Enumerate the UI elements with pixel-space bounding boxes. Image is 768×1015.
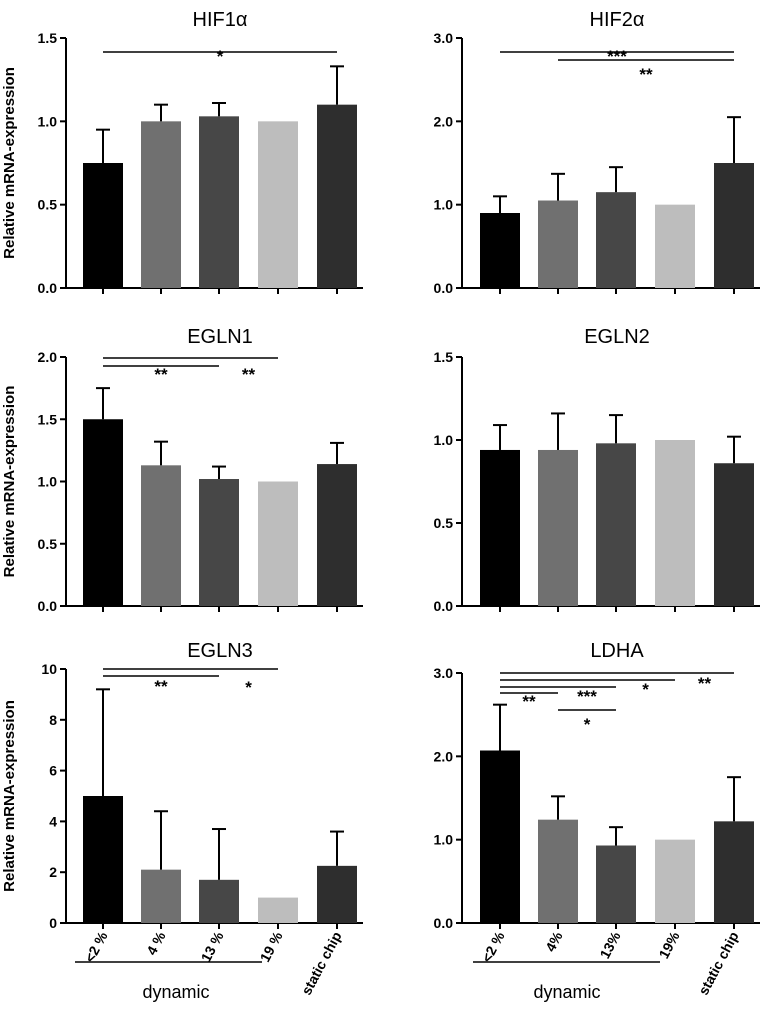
y-tick-label: 2.0 (434, 748, 454, 764)
significance-label: ** (639, 65, 653, 84)
bar (258, 897, 298, 923)
bar (596, 443, 636, 606)
significance-label: ** (698, 674, 712, 693)
bar (199, 879, 239, 923)
x-category-label: 4 % (143, 928, 169, 957)
y-tick-label: 1.0 (38, 474, 58, 490)
significance-label: *** (607, 47, 627, 66)
bar (141, 121, 181, 288)
bar (199, 116, 239, 288)
y-tick-label: 0.0 (38, 280, 58, 296)
bar (141, 869, 181, 923)
x-category-label: static chip (298, 929, 345, 998)
significance-label: * (245, 678, 252, 697)
significance-label: * (584, 715, 591, 734)
y-tick-label: 2 (49, 864, 57, 880)
bar (714, 821, 754, 923)
bar (83, 419, 123, 606)
y-tick-label: 6 (49, 763, 57, 779)
significance-label: * (217, 47, 224, 66)
significance-label: ** (154, 365, 168, 384)
bar (538, 819, 578, 923)
panel-egln2: EGLN2 0.0 0.5 1.0 1.5 (434, 326, 760, 614)
bar (596, 845, 636, 923)
y-tick-label: 0.0 (434, 915, 454, 931)
x-category-label: static chip (695, 929, 742, 998)
x-category-label: 13 % (198, 928, 227, 964)
bar (538, 449, 578, 606)
y-tick-label: 2.0 (434, 113, 454, 129)
y-axis-label: Relative mRNA-expression (1, 67, 18, 259)
significance-label: ** (154, 677, 168, 696)
y-axis-label: Relative mRNA-expression (1, 700, 18, 892)
y-tick-label: 4 (49, 813, 57, 829)
y-tick-label: 1.0 (38, 113, 58, 129)
y-tick-label: 0.0 (38, 598, 58, 614)
y-tick-label: 0.5 (38, 536, 58, 552)
y-tick-label: 1.5 (38, 411, 58, 427)
panel-title: HIF2α (590, 9, 645, 31)
y-tick-label: 0.5 (434, 515, 454, 531)
y-axis-label: Relative mRNA-expression (1, 386, 18, 578)
significance-label: *** (577, 687, 597, 706)
x-category-label: 4% (542, 928, 566, 954)
x-category-label: <2 % (81, 928, 111, 965)
bar (714, 463, 754, 606)
bar (83, 796, 123, 923)
significance-label: * (642, 680, 649, 699)
y-tick-label: 0 (49, 915, 57, 931)
bar (655, 204, 695, 288)
y-tick-label: 1.0 (434, 432, 454, 448)
y-tick-label: 0.5 (38, 197, 58, 213)
panel-title: LDHA (590, 640, 644, 662)
dynamic-group-label-right: dynamic (533, 982, 600, 1002)
y-tick-label: 10 (41, 661, 57, 677)
panel-title: HIF1α (193, 9, 248, 31)
bar (199, 479, 239, 606)
bar (655, 839, 695, 923)
bar (317, 464, 357, 606)
x-category-label: 19 % (257, 928, 286, 964)
bar (141, 465, 181, 606)
bar (480, 449, 520, 606)
bar (538, 200, 578, 288)
bar (317, 865, 357, 923)
bar (317, 104, 357, 289)
y-tick-label: 0.0 (434, 598, 454, 614)
x-category-label: <2 % (478, 928, 508, 965)
significance-label: ** (522, 692, 536, 711)
y-tick-label: 2.0 (38, 349, 58, 365)
panel-hif1a: HIF1α 0.0 0.5 1.0 1.5 Relative mRNA-expressio… (1, 9, 363, 296)
x-category-label: 19% (655, 928, 683, 961)
panel-title: EGLN2 (584, 326, 650, 348)
y-tick-label: 1.5 (38, 30, 58, 46)
panel-ldha: LDHA 0.0 1.0 2.0 3.0 <2 % 4% 13% 19% static chip *… (434, 640, 760, 998)
panel-title: EGLN1 (187, 326, 253, 348)
bar (596, 192, 636, 288)
panel-title: EGLN3 (187, 640, 253, 662)
bar (714, 163, 754, 288)
x-category-label: 13% (596, 928, 624, 961)
dynamic-group-label-left: dynamic (142, 982, 209, 1002)
bar (83, 163, 123, 288)
bar (655, 440, 695, 606)
bar (480, 750, 520, 923)
y-tick-label: 3.0 (434, 30, 454, 46)
bar (258, 481, 298, 606)
y-tick-label: 1.5 (434, 349, 454, 365)
y-tick-label: 3.0 (434, 665, 454, 681)
y-tick-label: 1.0 (434, 197, 454, 213)
panel-egln3: EGLN3 0 2 4 6 8 10 Relative mRNA-expression <2 %… (1, 640, 363, 998)
significance-label: ** (242, 365, 256, 384)
y-tick-label: 1.0 (434, 832, 454, 848)
bar (258, 121, 298, 288)
panel-egln1: EGLN1 0.0 0.5 1.0 1.5 2.0 Relative mRNA-expres… (1, 326, 363, 614)
y-tick-label: 0.0 (434, 280, 454, 296)
bar (480, 213, 520, 288)
y-tick-label: 8 (49, 712, 57, 728)
